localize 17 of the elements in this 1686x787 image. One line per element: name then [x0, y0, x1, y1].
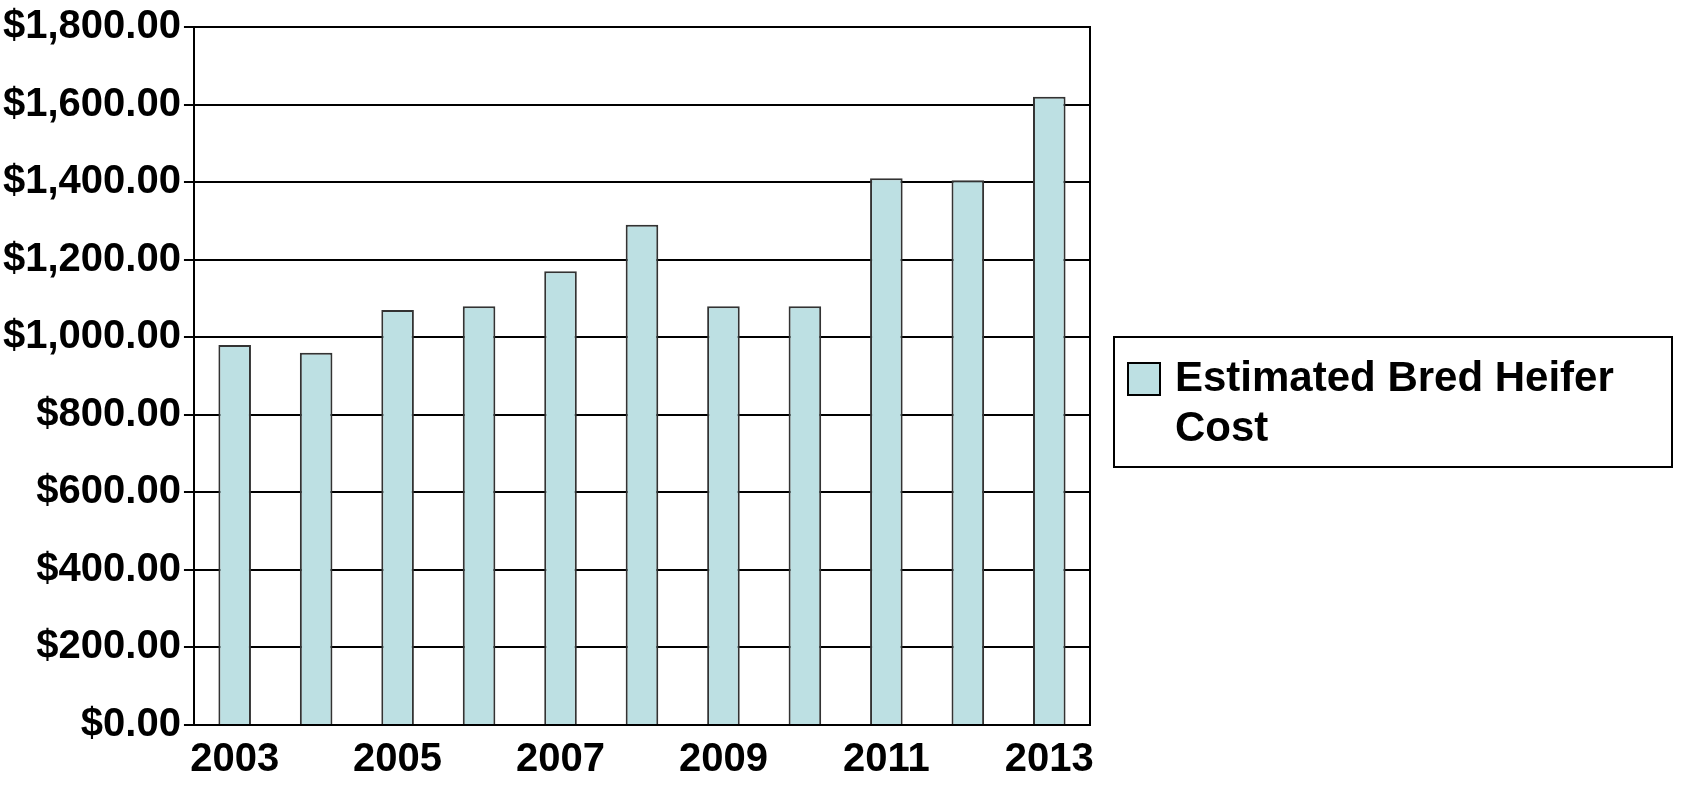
legend-label: Estimated Bred Heifer Cost	[1175, 352, 1615, 452]
y-tick-label: $200.00	[36, 622, 181, 667]
x-tick-label: 2005	[353, 735, 443, 780]
y-tick-label: $1,000.00	[3, 312, 181, 357]
y-tick-label: $0.00	[80, 700, 181, 745]
y-tick-label: $1,400.00	[3, 157, 181, 202]
y-tick-label: $600.00	[36, 467, 181, 512]
y-tick-label: $1,200.00	[3, 234, 181, 279]
x-tick-label: 2011	[842, 735, 930, 780]
y-tick-label: $1,800.00	[3, 2, 181, 47]
x-tick-label: 2007	[516, 735, 606, 780]
y-tick-label: $800.00	[36, 389, 181, 434]
y-tick-label: $400.00	[36, 544, 181, 589]
x-tick-label: 2003	[190, 735, 280, 780]
x-tick-label: 2013	[1004, 735, 1094, 780]
x-tick-label: 2009	[678, 735, 768, 780]
y-tick-label: $1,600.00	[3, 79, 181, 124]
